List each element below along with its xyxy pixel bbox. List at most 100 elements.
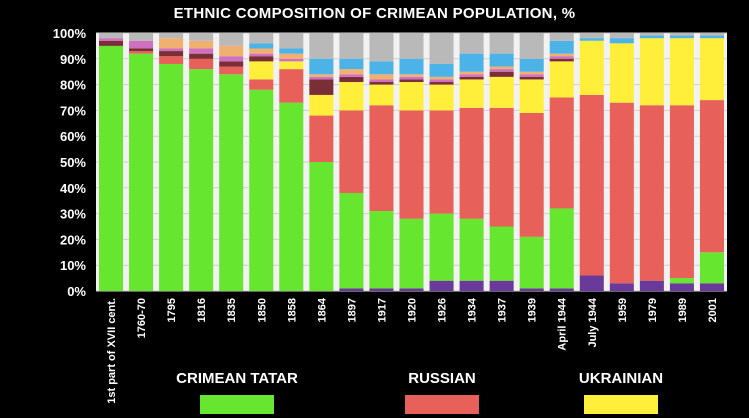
- x-tick-label: 1937: [497, 298, 509, 322]
- bar-segment-others-grey: [129, 33, 154, 41]
- bar-segment-others-purple: [339, 288, 364, 291]
- bar-segment-russian: [459, 107, 484, 219]
- bar-segment-crimean-tatar: [669, 278, 694, 284]
- bar-segment-others-grey: [399, 33, 424, 59]
- bar-segment-others-pink: [279, 58, 304, 62]
- bar-segment-others-purple: [609, 283, 634, 291]
- y-tick-label: 40%: [60, 181, 86, 196]
- bar-segment-russian: [369, 105, 394, 212]
- bar-segment-crimean-tatar: [549, 208, 574, 289]
- x-tick-label: 1835: [226, 298, 238, 322]
- bar-segment-others-light-blue: [369, 61, 394, 75]
- x-tick-label: 1934: [467, 297, 479, 322]
- bar-segment-others-light-blue: [489, 53, 514, 67]
- bar-segment-russian: [549, 97, 574, 209]
- bar-segment-others-orange: [369, 74, 394, 80]
- bar-segment-others-pink: [549, 56, 574, 59]
- bar-segment-others-grey: [219, 33, 244, 46]
- bar-segment-others-grey: [249, 33, 274, 44]
- bar-segment-others-purple: [489, 280, 514, 291]
- bar-segment-others-brown: [369, 82, 394, 85]
- x-tick-label: 1920: [407, 298, 419, 322]
- bar-segment-others-light-blue: [339, 58, 364, 70]
- bar-segment-russian: [249, 79, 274, 90]
- bar-segment-others-grey: [159, 33, 184, 39]
- bar-segment-others-brown: [519, 76, 544, 80]
- bar-segment-others-grey: [549, 33, 574, 41]
- bar-segment-crimean-tatar: [279, 102, 304, 291]
- bar-segment-ukrainian: [489, 76, 514, 108]
- bar-segment-others-grey: [189, 33, 214, 41]
- bar-segment-others-pink: [99, 38, 124, 41]
- bar-segment-others-pink: [339, 74, 364, 77]
- bar-segment-others-orange: [429, 76, 454, 80]
- bar-segment-others-brown: [489, 71, 514, 77]
- bar-segment-ukrainian: [459, 79, 484, 108]
- bar-segment-others-brown: [399, 79, 424, 83]
- bar-segment-crimean-tatar: [309, 162, 334, 291]
- bar-segment-others-pink: [159, 48, 184, 52]
- x-tick-label: 1864: [316, 297, 328, 322]
- bar-segment-others-purple: [639, 280, 664, 291]
- bar-segment-others-light-blue: [519, 58, 544, 72]
- bar-segment-crimean-tatar: [369, 211, 394, 289]
- bar-segment-others-grey: [489, 33, 514, 54]
- bar-segment-others-light-blue: [669, 35, 694, 39]
- legend-swatch-russian: [405, 395, 479, 414]
- bar-segment-others-pink: [189, 48, 214, 54]
- legend-label-crimean-tatar: CRIMEAN TATAR: [176, 370, 298, 387]
- y-tick-label: 90%: [60, 52, 86, 67]
- bar-segment-ukrainian: [519, 79, 544, 113]
- bar-segment-others-grey: [459, 33, 484, 54]
- bar-segment-others-brown: [129, 48, 154, 52]
- bar-segment-russian: [219, 66, 244, 75]
- bar-segment-crimean-tatar: [219, 74, 244, 291]
- bar-segment-russian: [279, 69, 304, 103]
- bar-segment-others-pink: [429, 79, 454, 83]
- x-tick-label: 1795: [166, 298, 178, 322]
- bar-segment-russian: [429, 110, 454, 214]
- bar-segment-others-pink: [309, 76, 334, 80]
- bar-segment-others-orange: [309, 74, 334, 77]
- bar-segment-ukrainian: [579, 40, 604, 95]
- bar-segment-others-orange: [549, 53, 574, 57]
- legend-item-russian: RUSSIAN: [362, 370, 522, 414]
- bar-segment-ukrainian: [669, 38, 694, 106]
- bar-segment-others-brown: [189, 53, 214, 59]
- bar-segment-others-brown: [549, 58, 574, 62]
- bar-segment-others-grey: [639, 33, 664, 36]
- y-tick-label: 30%: [60, 207, 86, 222]
- bar-segment-others-light-blue: [459, 53, 484, 72]
- bar-segment-others-grey: [309, 33, 334, 59]
- bar-segment-others-grey: [429, 33, 454, 64]
- bar-segment-others-brown: [219, 61, 244, 67]
- x-tick-label: 1850: [256, 298, 268, 322]
- y-tick-label: 50%: [60, 155, 86, 170]
- legend-item-crimean-tatar: CRIMEAN TATAR: [157, 370, 317, 414]
- y-tick-label: 60%: [60, 129, 86, 144]
- bar-segment-others-pink: [459, 74, 484, 77]
- bar-segment-crimean-tatar: [129, 53, 154, 291]
- chart-title: ETHNIC COMPOSITION OF CRIMEAN POPULATION…: [173, 5, 576, 22]
- bar-segment-others-light-blue: [549, 40, 574, 54]
- x-tick-label: 1989: [677, 298, 689, 322]
- bar-segment-others-pink: [129, 40, 154, 49]
- bar-segment-others-purple: [519, 288, 544, 291]
- x-tick-label: 1926: [437, 298, 449, 322]
- bar-segment-russian: [129, 51, 154, 54]
- bar-segment-crimean-tatar: [339, 192, 364, 289]
- bar-segment-russian: [579, 94, 604, 276]
- bar-segment-ukrainian: [639, 38, 664, 106]
- bar-segment-others-purple: [369, 288, 394, 291]
- bar-segment-others-orange: [219, 45, 244, 57]
- bar-segment-others-light-blue: [249, 43, 274, 49]
- bar-segment-russian: [699, 100, 724, 253]
- bar-segment-others-light-blue: [309, 58, 334, 75]
- bar-segment-others-pink: [399, 76, 424, 80]
- x-tick-label: April 1944: [557, 297, 569, 350]
- bar-segment-ukrainian: [429, 84, 454, 111]
- x-tick-label: 1979: [647, 298, 659, 322]
- x-tick-label: 1st part of XVII cent.: [106, 298, 118, 404]
- bar-segment-others-grey: [669, 33, 694, 36]
